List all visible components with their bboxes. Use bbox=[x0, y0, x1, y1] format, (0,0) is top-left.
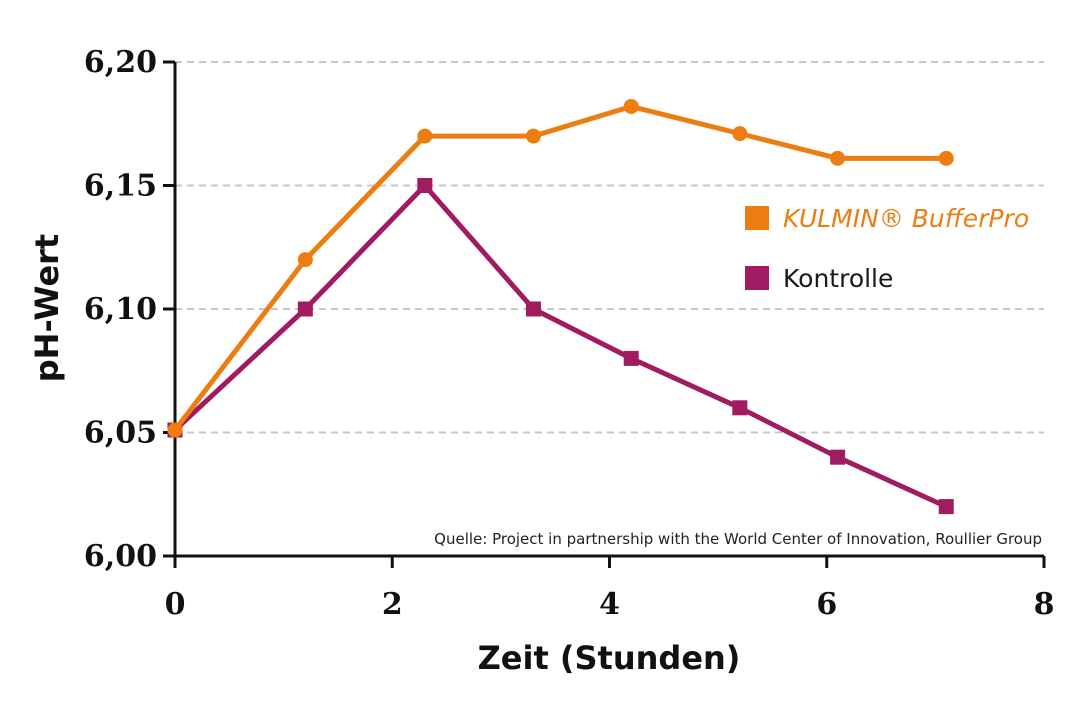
data-point-kontrolle bbox=[938, 499, 954, 515]
y-tick-label: 6,20 bbox=[84, 45, 157, 80]
legend-swatch-kontrolle bbox=[745, 266, 769, 290]
data-point-kulmin bbox=[623, 98, 639, 114]
x-tick-label: 6 bbox=[816, 587, 837, 622]
y-axis-title: pH-Wert bbox=[28, 234, 66, 382]
data-point-kulmin bbox=[297, 252, 313, 268]
series-lines bbox=[167, 98, 954, 515]
series-line-kulmin bbox=[173, 103, 947, 432]
data-point-kulmin bbox=[830, 150, 846, 166]
data-point-kulmin bbox=[732, 126, 748, 142]
data-point-kulmin bbox=[525, 128, 541, 144]
data-point-kulmin bbox=[167, 422, 183, 438]
data-point-kulmin bbox=[938, 150, 954, 166]
series-line-kontrolle bbox=[173, 183, 948, 509]
x-tick-label: 2 bbox=[382, 587, 403, 622]
x-axis-title: Zeit (Stunden) bbox=[478, 639, 741, 677]
x-tick-label: 4 bbox=[599, 587, 620, 622]
x-tick-label: 8 bbox=[1034, 587, 1055, 622]
y-tick-label: 6,15 bbox=[84, 169, 157, 204]
data-point-kontrolle bbox=[830, 449, 846, 465]
data-point-kontrolle bbox=[525, 301, 541, 317]
tick-labels: 6,00 6,05 6,10 6,15 6,20 0 2 4 6 8 bbox=[84, 45, 1055, 622]
data-point-kontrolle bbox=[732, 400, 748, 416]
y-tick-label: 6,00 bbox=[84, 539, 157, 574]
y-tick-label: 6,05 bbox=[84, 416, 157, 451]
data-point-kontrolle bbox=[297, 301, 313, 317]
axes bbox=[163, 60, 1046, 568]
source-note: Quelle: Project in partnership with the … bbox=[434, 530, 1042, 548]
y-tick-label: 6,10 bbox=[84, 292, 157, 327]
gridlines bbox=[175, 61, 1044, 434]
legend-swatch-kulmin bbox=[745, 206, 769, 230]
data-point-kulmin bbox=[417, 128, 433, 144]
x-tick-label: 0 bbox=[165, 587, 186, 622]
legend-label-kulmin: KULMIN® BufferPro bbox=[783, 204, 1029, 233]
data-point-kontrolle bbox=[417, 178, 433, 193]
legend: KULMIN® BufferPro Kontrolle bbox=[745, 204, 1029, 293]
data-point-kontrolle bbox=[623, 350, 639, 366]
legend-label-kontrolle: Kontrolle bbox=[783, 264, 893, 293]
